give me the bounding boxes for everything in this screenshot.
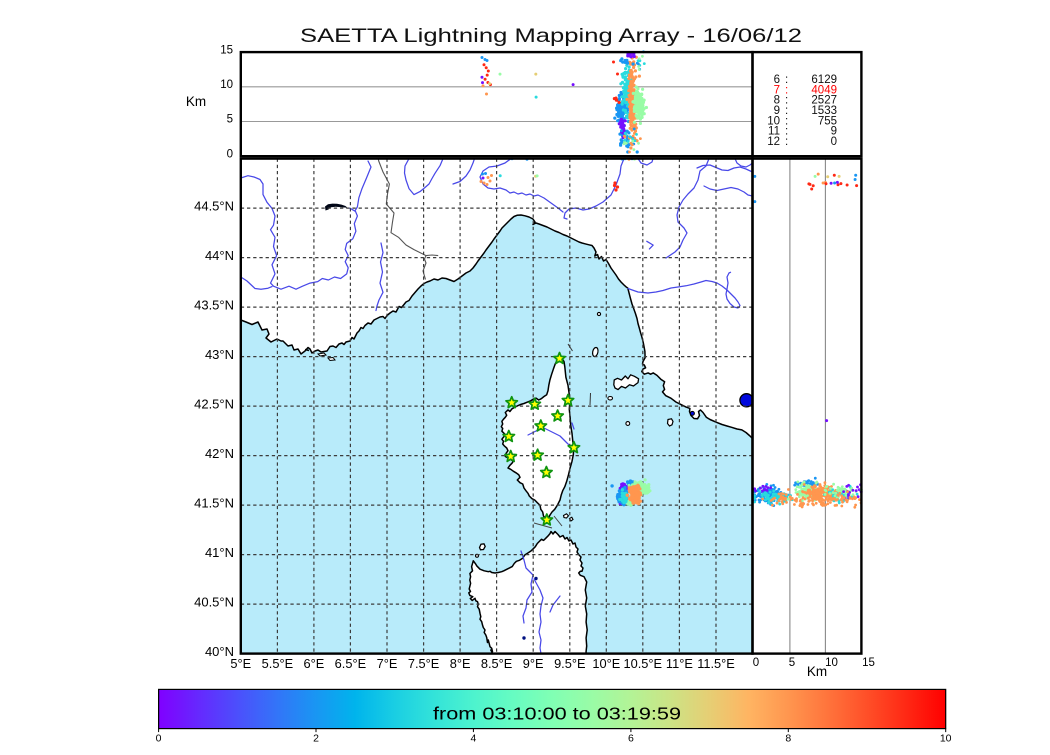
- svg-text:9°E: 9°E: [523, 656, 544, 671]
- svg-text:9.5°E: 9.5°E: [554, 656, 585, 671]
- svg-text::: :: [785, 84, 788, 96]
- svg-text:6129: 6129: [811, 74, 837, 86]
- svg-text:0: 0: [831, 136, 837, 148]
- svg-text:41°N: 41°N: [205, 545, 234, 560]
- svg-text:11.5°E: 11.5°E: [697, 656, 735, 671]
- svg-text:5.5°E: 5.5°E: [262, 656, 293, 671]
- svg-text:Km: Km: [807, 664, 827, 679]
- svg-text:7: 7: [774, 84, 780, 96]
- svg-text:10: 10: [940, 733, 952, 745]
- svg-text::: :: [785, 136, 788, 148]
- svg-text:43.5°N: 43.5°N: [194, 298, 234, 313]
- svg-text:6°E: 6°E: [304, 656, 325, 671]
- svg-text:44°N: 44°N: [205, 248, 234, 263]
- svg-text:15: 15: [220, 44, 233, 56]
- svg-text:40°N: 40°N: [205, 644, 234, 659]
- svg-text:12: 12: [767, 136, 780, 148]
- svg-text:42°N: 42°N: [205, 446, 234, 461]
- svg-text:4: 4: [470, 733, 476, 745]
- svg-text:11: 11: [768, 126, 780, 138]
- svg-text:6: 6: [628, 733, 634, 745]
- svg-text::: :: [785, 95, 788, 107]
- svg-text:0: 0: [227, 148, 233, 160]
- svg-text:7°E: 7°E: [377, 656, 398, 671]
- svg-text::: :: [785, 126, 788, 138]
- svg-text:40.5°N: 40.5°N: [194, 595, 234, 610]
- svg-text:0: 0: [156, 733, 162, 745]
- svg-text:10°E: 10°E: [592, 656, 620, 671]
- svg-text:15: 15: [862, 657, 875, 669]
- svg-text::: :: [785, 105, 788, 117]
- svg-text:9: 9: [831, 126, 837, 138]
- svg-text:2527: 2527: [811, 95, 837, 107]
- svg-text:8°E: 8°E: [450, 656, 471, 671]
- svg-text:10: 10: [220, 79, 233, 91]
- svg-text:from 03:10:00 to 03:19:59: from 03:10:00 to 03:19:59: [433, 704, 681, 724]
- svg-text:6: 6: [774, 74, 780, 86]
- svg-text:42.5°N: 42.5°N: [194, 397, 234, 412]
- svg-text:SAETTA Lightning Mapping Array: SAETTA Lightning Mapping Array - 16/06/1…: [300, 25, 802, 47]
- svg-text:8.5°E: 8.5°E: [481, 656, 512, 671]
- svg-text:5°E: 5°E: [230, 656, 251, 671]
- svg-text:43°N: 43°N: [205, 347, 234, 362]
- svg-text:5: 5: [227, 114, 233, 126]
- svg-text:1533: 1533: [811, 105, 837, 117]
- svg-text:0: 0: [753, 657, 759, 669]
- svg-text:9: 9: [774, 105, 780, 117]
- svg-text:44.5°N: 44.5°N: [194, 199, 234, 214]
- svg-text:755: 755: [818, 115, 837, 127]
- svg-text:7.5°E: 7.5°E: [408, 656, 439, 671]
- svg-text:2: 2: [313, 733, 319, 745]
- svg-text:10.5°E: 10.5°E: [624, 656, 663, 671]
- svg-text:6.5°E: 6.5°E: [335, 656, 366, 671]
- svg-text::: :: [785, 115, 788, 127]
- svg-text:41.5°N: 41.5°N: [194, 496, 234, 511]
- svg-text:5: 5: [789, 657, 795, 669]
- svg-text:4049: 4049: [811, 84, 837, 96]
- svg-text::: :: [785, 74, 788, 86]
- svg-text:10: 10: [767, 115, 780, 127]
- svg-text:Km: Km: [186, 94, 206, 109]
- svg-text:8: 8: [774, 95, 780, 107]
- svg-text:11°E: 11°E: [666, 656, 693, 671]
- svg-text:10: 10: [825, 657, 838, 669]
- svg-text:8: 8: [785, 733, 791, 745]
